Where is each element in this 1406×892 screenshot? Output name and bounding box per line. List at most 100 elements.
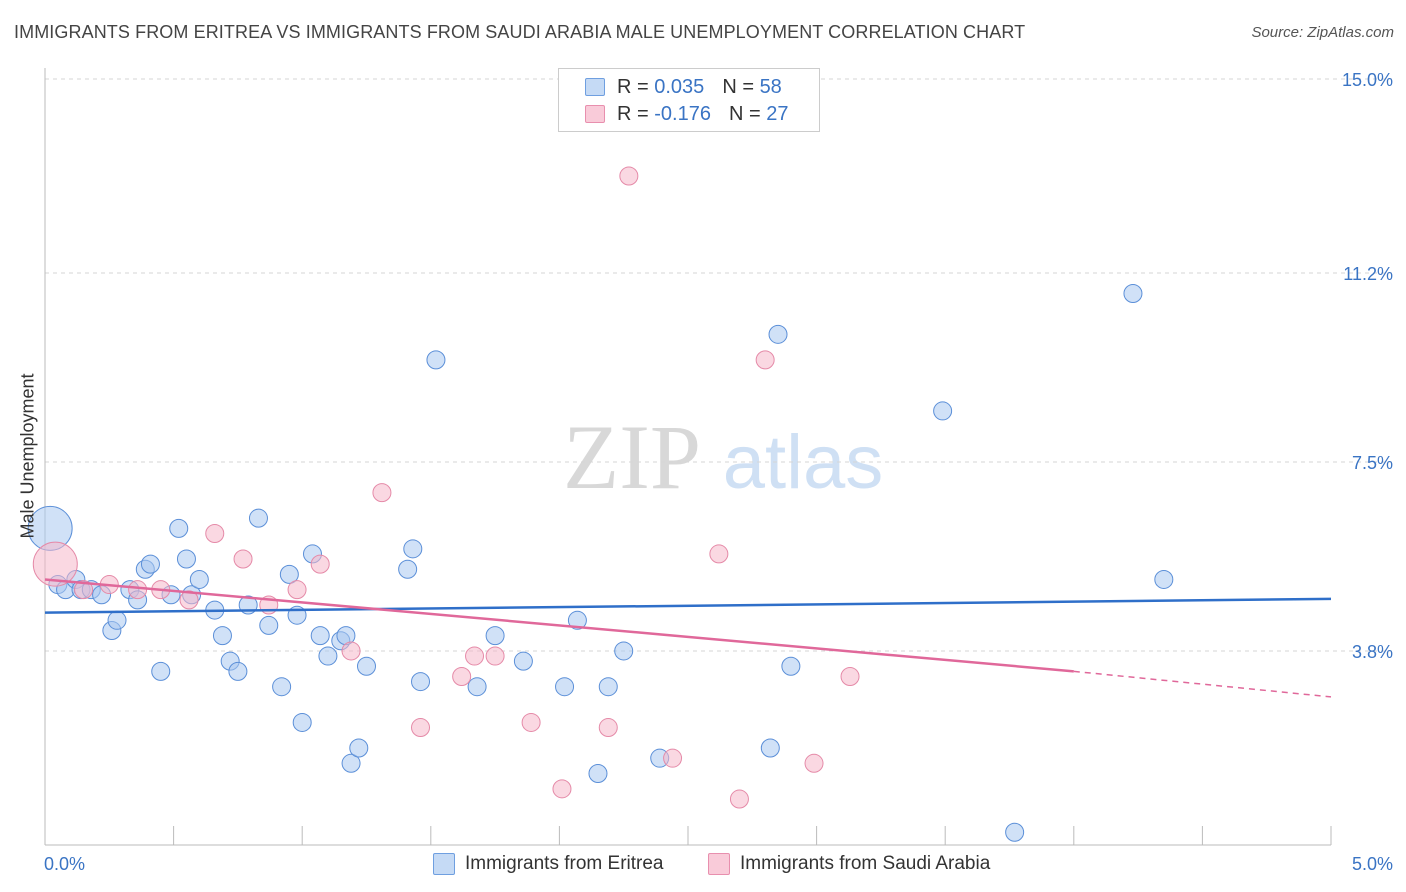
data-point — [804, 753, 824, 773]
legend-n-value: 58 — [759, 75, 782, 98]
data-point — [176, 549, 196, 569]
legend-r-label: R = — [617, 102, 649, 125]
data-point — [521, 712, 541, 732]
bottom-legend-swatch-pink — [708, 853, 730, 875]
data-point — [32, 541, 78, 587]
data-point — [341, 753, 361, 773]
data-point — [614, 641, 634, 661]
legend-r-value: 0.035 — [654, 75, 705, 98]
data-point — [179, 590, 199, 610]
legend-n-label: N = — [728, 102, 761, 125]
bottom-legend-swatch-blue — [433, 853, 455, 875]
data-point — [663, 748, 683, 768]
data-point — [619, 166, 639, 186]
data-point — [151, 661, 171, 681]
y-tick-label: 7.5% — [1352, 453, 1393, 473]
legend-n-value: 27 — [766, 102, 789, 125]
watermark-atlas: atlas — [723, 420, 884, 505]
data-point — [411, 672, 431, 692]
correlation-legend: R = 0.035 N = 58 R = -0.176 N = 27 — [558, 68, 820, 132]
trend-line — [44, 597, 1332, 614]
data-point — [933, 401, 953, 421]
y-tick-labels: 3.8% 7.5% 11.2% 15.0% — [1342, 70, 1393, 662]
data-point — [372, 483, 392, 503]
data-point — [233, 549, 253, 569]
x-tick-label: 0.0% — [44, 854, 85, 874]
data-point — [403, 539, 423, 559]
watermark-zip: ZIP — [563, 406, 701, 508]
legend-r-value: -0.176 — [654, 102, 711, 125]
bottom-legend-label-saudi-arabia: Immigrants from Saudi Arabia — [740, 853, 991, 874]
legend-r-label: R = — [617, 75, 649, 98]
data-point — [128, 580, 148, 600]
trend-lines — [44, 578, 1332, 698]
data-point — [567, 610, 587, 630]
data-point — [760, 738, 780, 758]
data-point — [598, 718, 618, 738]
data-point — [74, 580, 94, 600]
bottom-legend-eritrea: Immigrants from Eritrea — [433, 850, 663, 878]
data-point — [341, 641, 361, 661]
legend-n-label: N = — [722, 75, 754, 98]
data-point — [259, 615, 279, 635]
data-point — [465, 646, 485, 666]
data-point — [467, 677, 487, 697]
y-tick-label: 15.0% — [1342, 70, 1393, 90]
data-point — [310, 626, 330, 646]
data-point — [1005, 822, 1025, 842]
data-point — [1154, 569, 1174, 589]
grid-lines — [45, 78, 1392, 652]
data-point — [287, 580, 307, 600]
trend-line-extension — [1073, 670, 1332, 698]
legend-swatch-pink — [585, 105, 605, 123]
data-point — [426, 350, 446, 370]
bottom-legend-label-eritrea: Immigrants from Eritrea — [465, 853, 664, 874]
bottom-legend-saudi-arabia: Immigrants from Saudi Arabia — [708, 850, 990, 878]
x-tick-label: 5.0% — [1352, 854, 1393, 874]
data-point — [398, 559, 418, 579]
data-point — [588, 764, 608, 784]
y-tick-label: 11.2% — [1343, 264, 1393, 284]
legend-row-eritrea: R = 0.035 N = 58 — [585, 74, 782, 100]
data-point — [755, 350, 775, 370]
data-point — [411, 718, 431, 738]
data-point — [349, 738, 369, 758]
data-point — [555, 677, 575, 697]
data-point — [248, 508, 268, 528]
data-point — [140, 554, 160, 574]
legend-row-saudi-arabia: R = -0.176 N = 27 — [585, 101, 788, 127]
data-point — [598, 677, 618, 697]
data-point — [709, 544, 729, 564]
data-point — [279, 564, 299, 584]
chart-title: IMMIGRANTS FROM ERITREA VS IMMIGRANTS FR… — [14, 22, 1026, 42]
data-point — [357, 656, 376, 676]
data-point — [552, 779, 572, 799]
data-point — [107, 610, 127, 630]
data-point — [318, 646, 338, 666]
data-point — [1123, 283, 1143, 303]
data-point — [228, 661, 248, 681]
legend-swatch-blue — [585, 78, 605, 96]
data-point — [729, 789, 749, 809]
data-point — [310, 554, 330, 574]
series-eritrea — [27, 283, 1174, 842]
data-point — [189, 569, 209, 589]
data-point — [768, 324, 788, 344]
data-point — [485, 626, 505, 646]
y-axis-label: Male Unemployment — [17, 373, 38, 539]
data-point — [485, 646, 505, 666]
data-point — [205, 523, 225, 543]
data-point — [840, 666, 860, 686]
source-credit: Source: ZipAtlas.com — [1251, 24, 1394, 41]
x-tick-labels: 0.0% 5.0% — [44, 854, 1393, 874]
data-point — [212, 626, 232, 646]
data-point — [169, 518, 189, 538]
zipatlas-watermark: ZIP atlas — [563, 406, 883, 508]
data-point — [452, 666, 472, 686]
data-point — [513, 651, 533, 671]
data-point — [781, 656, 801, 676]
trend-line — [44, 578, 1074, 673]
y-tick-label: 3.8% — [1352, 642, 1393, 662]
axes — [44, 68, 1332, 846]
